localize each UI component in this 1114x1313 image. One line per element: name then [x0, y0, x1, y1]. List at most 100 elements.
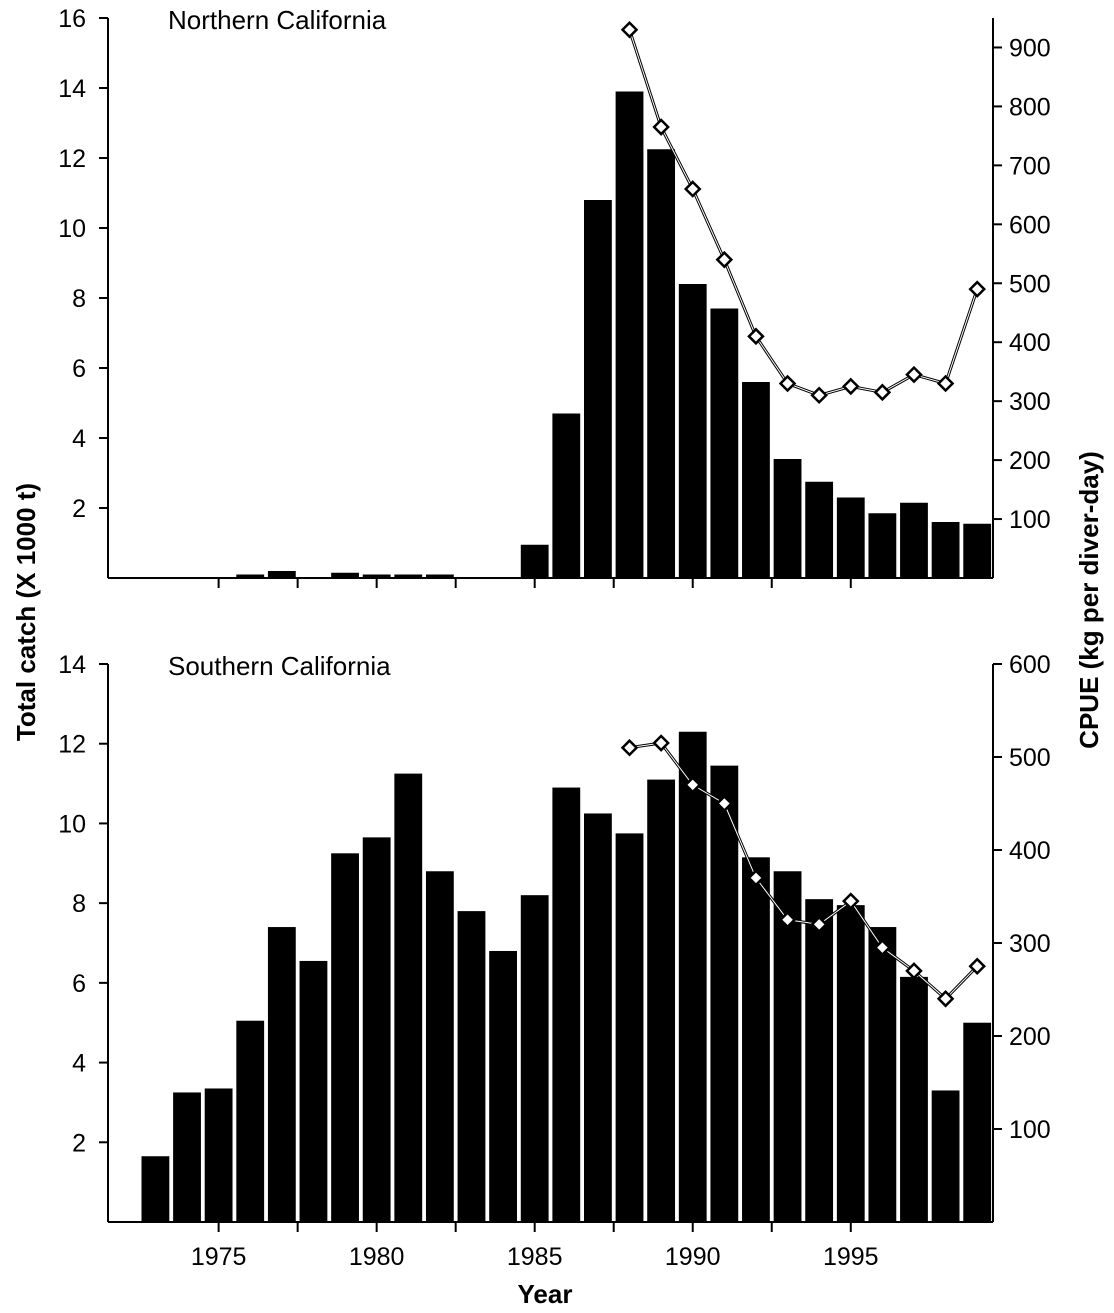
y2-tick-label: 500: [1009, 744, 1051, 772]
x-tick-label: 1985: [507, 1243, 563, 1271]
cpue-point-1998: [936, 990, 955, 1008]
bar-1995: [836, 905, 865, 1222]
bar-1994: [805, 899, 834, 1222]
y2-tick-label: 900: [1009, 34, 1051, 62]
cpue-point-1998: [936, 374, 955, 393]
y-tick-label: 2: [72, 495, 86, 523]
y-tick-label: 8: [72, 890, 86, 918]
y2-tick-label: 200: [1009, 1023, 1051, 1051]
bar-1988: [615, 91, 644, 578]
bar-1989: [647, 779, 676, 1222]
bar-1993: [773, 871, 802, 1222]
bar-1992: [742, 382, 770, 578]
y-tick-label: 10: [58, 215, 86, 243]
cpue-line-highlight: [629, 742, 978, 1000]
bar-1976: [236, 574, 265, 578]
y2-tick-label: 600: [1009, 651, 1051, 679]
cpue-point-1994: [810, 386, 828, 405]
bar-1976: [236, 1020, 265, 1222]
cpue-point-1993: [778, 374, 797, 393]
x-tick-label: 1995: [823, 1243, 879, 1271]
bar-1988: [615, 833, 644, 1222]
cpue-point-1989: [652, 118, 670, 136]
bar-1987: [584, 200, 612, 578]
bar-1978: [299, 960, 328, 1222]
x-tick-label: 1990: [665, 1243, 721, 1271]
bar-1985: [520, 544, 549, 578]
y2-tick-label: 400: [1009, 329, 1051, 357]
cpue-point-1995: [842, 377, 860, 396]
bar-1991: [710, 308, 739, 578]
cpue-point-1999: [968, 957, 986, 976]
y-tick-label: 14: [58, 651, 86, 679]
y2-tick-label: 100: [1009, 506, 1051, 534]
y-tick-label: 12: [58, 145, 86, 173]
cpue-point-1996: [873, 938, 892, 957]
y2-tick-label: 300: [1009, 388, 1051, 416]
bar-1997: [900, 976, 928, 1222]
y2-tick-label: 800: [1009, 93, 1051, 121]
shared-axis-titles: Total catch (X 1000 t) CPUE (kg per dive…: [11, 451, 1104, 1309]
cpue-point-1993: [778, 910, 797, 929]
x-tick-label: 1980: [349, 1243, 405, 1271]
bar-1990: [678, 731, 707, 1222]
cpue-point-1995: [842, 892, 860, 910]
y-tick-label: 14: [58, 75, 86, 103]
y-tick-label: 6: [72, 970, 86, 998]
y-tick-label: 8: [72, 285, 86, 313]
bar-1990: [678, 284, 707, 578]
cpue-point-1990: [683, 180, 702, 198]
cpue-point-1991: [715, 250, 734, 269]
bar-1975: [204, 1088, 233, 1222]
cpue-point-1988: [620, 21, 639, 39]
bar-1982: [425, 574, 454, 578]
bar-1981: [394, 773, 423, 1222]
northern-california-panel: 2 4 6 8 10 12 14 16 100 200 300 400 500 600 700 800 900 N…: [58, 5, 1051, 588]
bar-1997: [900, 502, 928, 578]
bar-1980: [362, 574, 391, 578]
x-axis-title: Year: [518, 1279, 573, 1309]
bar-1974: [173, 1092, 201, 1222]
y-tick-label: 4: [72, 1050, 86, 1078]
bar-1979: [331, 853, 359, 1222]
bar-1984: [489, 950, 517, 1222]
cpue-point-1996: [873, 383, 892, 402]
bar-1989: [647, 149, 676, 578]
bar-1999: [963, 1022, 992, 1222]
y2-tick-label: 500: [1009, 270, 1051, 298]
bar-1992: [742, 857, 770, 1222]
y-tick-label: 10: [58, 810, 86, 838]
y2-tick-label: 200: [1009, 447, 1051, 475]
y2-tick-label: 700: [1009, 152, 1051, 180]
y2-tick-label: 300: [1009, 930, 1051, 958]
bar-1998: [931, 1090, 960, 1222]
bar-1983: [457, 911, 486, 1222]
cpue-point-1989: [652, 734, 670, 752]
bar-1977: [267, 571, 296, 578]
bar-1986: [552, 787, 581, 1222]
bar-1993: [773, 459, 802, 578]
y2-tick-label: 100: [1009, 1116, 1051, 1144]
cpue-point-1992: [747, 327, 765, 346]
y-axis-title: Total catch (X 1000 t): [11, 483, 41, 741]
cpue-point-1994: [810, 915, 828, 934]
cpue-point-1990: [683, 776, 702, 794]
bar-1982: [425, 871, 454, 1222]
y-tick-label: 16: [58, 5, 86, 33]
y2-tick-label: 400: [1009, 837, 1051, 865]
bar-1977: [267, 927, 296, 1222]
y-tick-label: 4: [72, 425, 86, 453]
y-tick-label: 2: [72, 1129, 86, 1157]
bar-1998: [931, 522, 960, 578]
bar-1986: [552, 413, 581, 578]
panel-title: Southern California: [168, 651, 391, 681]
bar-1973: [141, 1156, 170, 1222]
panel-title: Northern California: [168, 5, 387, 35]
cpue-point-1988: [620, 738, 639, 757]
cpue-point-1997: [905, 962, 923, 980]
bar-1981: [394, 574, 423, 578]
y2-tick-label: 600: [1009, 211, 1051, 239]
bar-1987: [584, 813, 612, 1222]
bar-1979: [331, 572, 359, 578]
bar-1985: [520, 895, 549, 1222]
